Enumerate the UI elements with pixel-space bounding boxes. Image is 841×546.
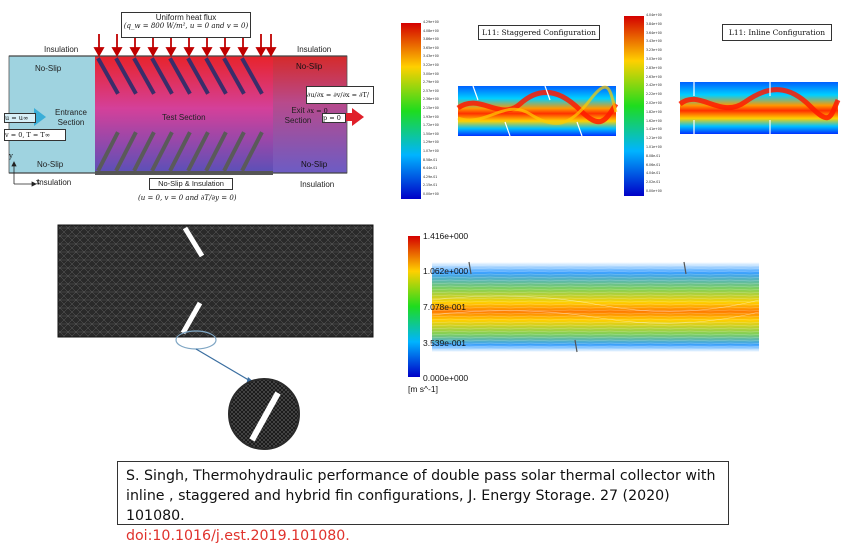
staggered-legend-20: 0.00e+00 bbox=[423, 191, 439, 196]
inline-contour-panel bbox=[621, 12, 841, 200]
inline-legend-19: 2.02e-01 bbox=[646, 180, 661, 185]
insulation-bottom-right: Insulation bbox=[300, 180, 335, 189]
inline-legend-0: 4.04e+00 bbox=[646, 13, 662, 17]
inline-legend-11: 1.82e+00 bbox=[646, 109, 662, 114]
staggered-legend-7: 2.79e+00 bbox=[423, 80, 439, 85]
mesh-fin-top bbox=[182, 226, 205, 258]
stream-legend-1: 1.062e+000 bbox=[423, 266, 469, 276]
mesh-fin-bottom bbox=[180, 301, 203, 335]
staggered-title: L11: Staggered Configuration bbox=[482, 28, 596, 37]
inline-legend-8: 2.42e+00 bbox=[646, 83, 662, 88]
inline-legend-12: 1.62e+00 bbox=[646, 118, 662, 123]
heat-flux-title: Uniform heat flux bbox=[155, 13, 217, 22]
stream-legend-2: 7.078e-001 bbox=[423, 302, 467, 312]
bottom-fins bbox=[96, 131, 264, 172]
inline-legend-20: 0.00e+00 bbox=[646, 188, 662, 193]
noslip-insulation-box: No-Slip & Insulation bbox=[149, 178, 233, 190]
inline-legend-5: 3.03e+00 bbox=[646, 56, 662, 61]
staggered-legend-1: 4.08e+00 bbox=[423, 28, 439, 33]
exit-label: Exit Section bbox=[284, 106, 312, 125]
axis-y-label: y bbox=[9, 152, 13, 160]
noslip-insulation-label: No-Slip & Insulation bbox=[158, 179, 224, 188]
staggered-legend-12: 1.72e+00 bbox=[423, 123, 439, 128]
staggered-legend-0: 4.29e+00 bbox=[423, 20, 439, 24]
inline-legend-13: 1.41e+00 bbox=[646, 127, 662, 132]
bottom-wall bbox=[95, 171, 273, 175]
staggered-contour-panel bbox=[398, 18, 619, 204]
test-section-label: Test Section bbox=[162, 113, 206, 122]
staggered-legend-6: 3.00e+00 bbox=[423, 71, 439, 76]
stream-legend-0: 1.416e+000 bbox=[423, 231, 469, 241]
staggered-legend-16: 8.58e-01 bbox=[423, 157, 438, 162]
staggered-legend-10: 2.15e+00 bbox=[423, 105, 439, 110]
inline-title-box: L11: Inline Configuration bbox=[722, 24, 832, 41]
mesh-domain bbox=[58, 225, 373, 337]
citation-doi-link[interactable]: doi:10.1016/j.est.2019.101080. bbox=[126, 528, 350, 544]
noslip-top-right: No-Slip bbox=[296, 62, 323, 71]
domain-schematic bbox=[4, 34, 364, 187]
entrance-label: Entrance Section bbox=[54, 108, 88, 127]
insulation-top-left: Insulation bbox=[44, 45, 79, 54]
citation-box: S. Singh, Thermohydraulic performance of… bbox=[117, 461, 729, 544]
insulation-top-right: Insulation bbox=[297, 45, 332, 54]
staggered-legend-4: 3.43e+00 bbox=[423, 54, 439, 59]
inline-title: L11: Inline Configuration bbox=[728, 28, 826, 37]
heat-flux-box: Uniform heat flux (q_w = 800 W/m², u = 0… bbox=[121, 12, 251, 38]
top-fins bbox=[96, 57, 264, 95]
streamline-colorbar bbox=[408, 236, 420, 377]
inline-legend-16: 8.08e-01 bbox=[646, 153, 661, 158]
inline-legend-4: 3.23e+00 bbox=[646, 48, 662, 53]
mesh-panel bbox=[57, 224, 374, 450]
noslip-top-left: No-Slip bbox=[35, 64, 62, 73]
staggered-legend-17: 6.44e-01 bbox=[423, 166, 438, 171]
staggered-legend-3: 3.65e+00 bbox=[423, 45, 439, 50]
staggered-legend-8: 2.57e+00 bbox=[423, 88, 439, 93]
coordinate-axes bbox=[11, 161, 37, 187]
inline-legend-10: 2.02e+00 bbox=[646, 100, 662, 105]
inline-colorbar bbox=[624, 16, 644, 196]
inline-legend-17: 6.06e-01 bbox=[646, 162, 661, 167]
inline-legend-6: 2.83e+00 bbox=[646, 65, 662, 70]
inline-legend: 4.04e+00 3.84e+00 3.64e+00 3.43e+00 3.23… bbox=[646, 13, 662, 198]
figure-canvas bbox=[4, 12, 841, 450]
stream-unit: [m s^-1] bbox=[408, 384, 438, 394]
streamline-panel bbox=[408, 236, 760, 377]
axis-x-label: x bbox=[36, 178, 40, 186]
inline-legend-3: 3.43e+00 bbox=[646, 39, 662, 44]
inline-legend-14: 1.21e+00 bbox=[646, 136, 662, 141]
inlet-velocity-label: u = u∞ bbox=[4, 113, 36, 123]
staggered-legend-9: 2.36e+00 bbox=[423, 97, 439, 102]
heat-flux-arrows bbox=[93, 34, 277, 57]
mesh-zoom-fin bbox=[249, 391, 281, 442]
staggered-legend-2: 3.86e+00 bbox=[423, 37, 439, 42]
noslip-bottom-right: No-Slip bbox=[301, 160, 328, 169]
inline-legend-1: 3.84e+00 bbox=[646, 21, 662, 26]
heat-flux-condition: (q_w = 800 W/m², u = 0 and v = 0) bbox=[123, 22, 249, 30]
inline-legend-9: 2.22e+00 bbox=[646, 92, 662, 97]
inline-legend-2: 3.64e+00 bbox=[646, 30, 662, 35]
bottom-condition: (u = 0, v = 0 and ∂T/∂y = 0) bbox=[138, 194, 237, 202]
staggered-legend-15: 1.07e+00 bbox=[423, 148, 439, 153]
staggered-legend-11: 1.93e+00 bbox=[423, 114, 439, 119]
insulation-bottom-left: Insulation bbox=[37, 178, 72, 187]
stream-legend-3: 3.539e-001 bbox=[423, 338, 467, 348]
inline-legend-18: 4.04e-01 bbox=[646, 171, 661, 176]
inline-legend-15: 1.01e+00 bbox=[646, 144, 662, 149]
staggered-legend-13: 1.50e+00 bbox=[423, 131, 439, 136]
staggered-legend: 4.29e+00 4.08e+00 3.86e+00 3.65e+00 3.43… bbox=[423, 20, 439, 200]
noslip-bottom-left: No-Slip bbox=[37, 160, 64, 169]
outlet-pressure-label: p = 0 bbox=[322, 113, 346, 123]
staggered-legend-5: 3.22e+00 bbox=[423, 62, 439, 67]
outlet-gradient-label: ∂u/∂x = ∂v/∂x = ∂T/∂x = 0 bbox=[306, 86, 374, 115]
staggered-title-box: L11: Staggered Configuration bbox=[478, 25, 600, 40]
staggered-legend-18: 4.29e-01 bbox=[423, 174, 438, 179]
inline-legend-7: 2.63e+00 bbox=[646, 74, 662, 79]
staggered-legend-14: 1.29e+00 bbox=[423, 140, 439, 145]
citation-text: S. Singh, Thermohydraulic performance of… bbox=[126, 468, 716, 524]
stream-legend-4: 0.000e+000 bbox=[423, 373, 469, 383]
inlet-temp-label: v = 0, T = T∞ bbox=[4, 129, 66, 141]
staggered-legend-19: 2.15e-01 bbox=[423, 183, 438, 188]
staggered-colorbar bbox=[401, 23, 421, 199]
